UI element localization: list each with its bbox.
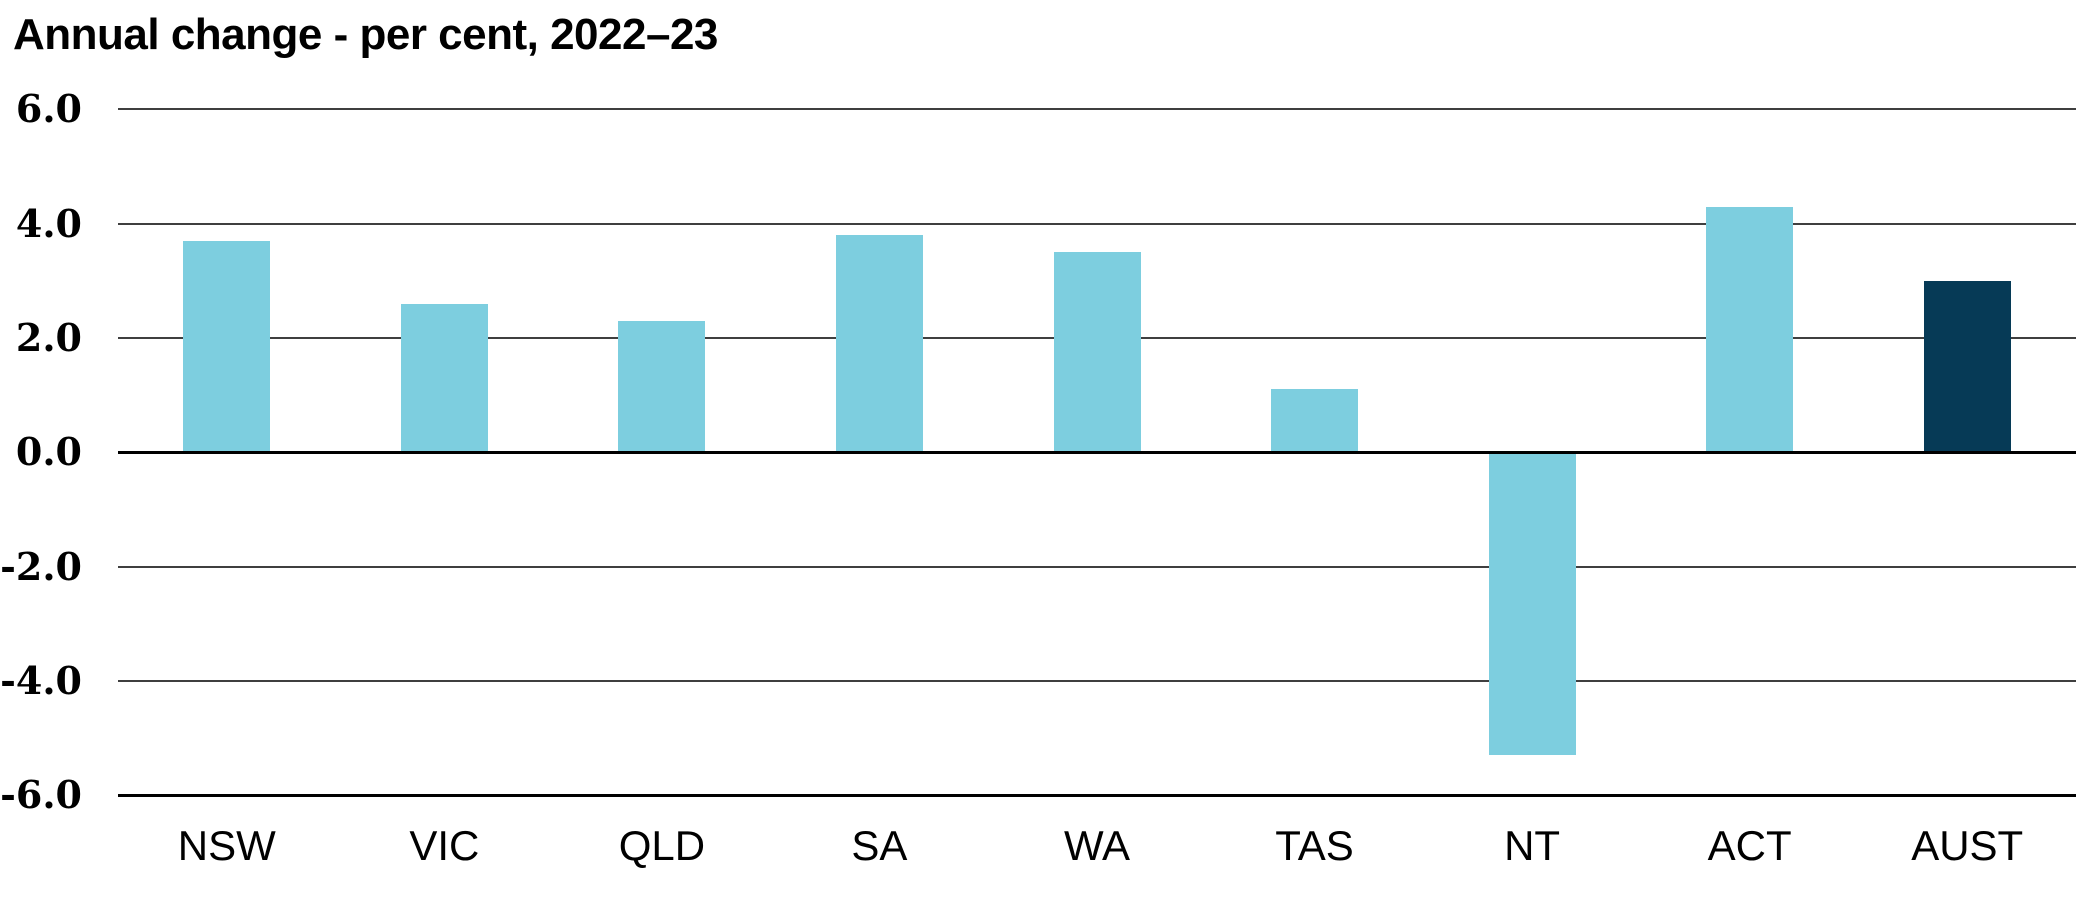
gridline	[118, 108, 2076, 111]
y-axis-tick-label: 6.0	[15, 86, 82, 132]
x-axis-category-label: AUST	[1911, 822, 2024, 869]
y-axis-tick-label: 0.0	[15, 429, 82, 475]
x-axis-line	[118, 793, 2076, 797]
x-axis-category-label: TAS	[1275, 822, 1354, 869]
y-axis-tick-label: -2.0	[0, 543, 82, 589]
x-axis-category-label: SA	[851, 822, 908, 869]
gridline	[118, 222, 2076, 225]
bar-act	[1706, 206, 1794, 453]
chart-title: Annual change - per cent, 2022–23	[13, 10, 718, 59]
y-axis-tick-label: 4.0	[15, 200, 82, 246]
x-axis-category-label: NT	[1504, 822, 1561, 869]
x-axis-category-label: NSW	[177, 822, 276, 869]
bar-nt	[1488, 452, 1576, 756]
bar-aust	[1923, 280, 2011, 453]
y-axis-tick-label: -4.0	[0, 657, 82, 703]
y-axis-tick-label: -6.0	[0, 772, 82, 818]
gridline	[118, 565, 2076, 568]
x-axis-category-label: WA	[1063, 822, 1131, 869]
gridline	[118, 679, 2076, 682]
zero-axis-line	[118, 450, 2076, 454]
bar-qld	[618, 320, 706, 453]
x-axis-category-label: ACT	[1707, 822, 1792, 869]
x-axis-category-label: VIC	[409, 822, 480, 869]
bar-nsw	[183, 240, 271, 453]
bar-wa	[1053, 252, 1141, 453]
bar-vic	[400, 303, 488, 453]
x-axis-category-label: QLD	[618, 822, 706, 869]
bar-sa	[835, 235, 923, 453]
y-axis-tick-label: 2.0	[15, 315, 82, 360]
bar-tas	[1271, 389, 1359, 453]
